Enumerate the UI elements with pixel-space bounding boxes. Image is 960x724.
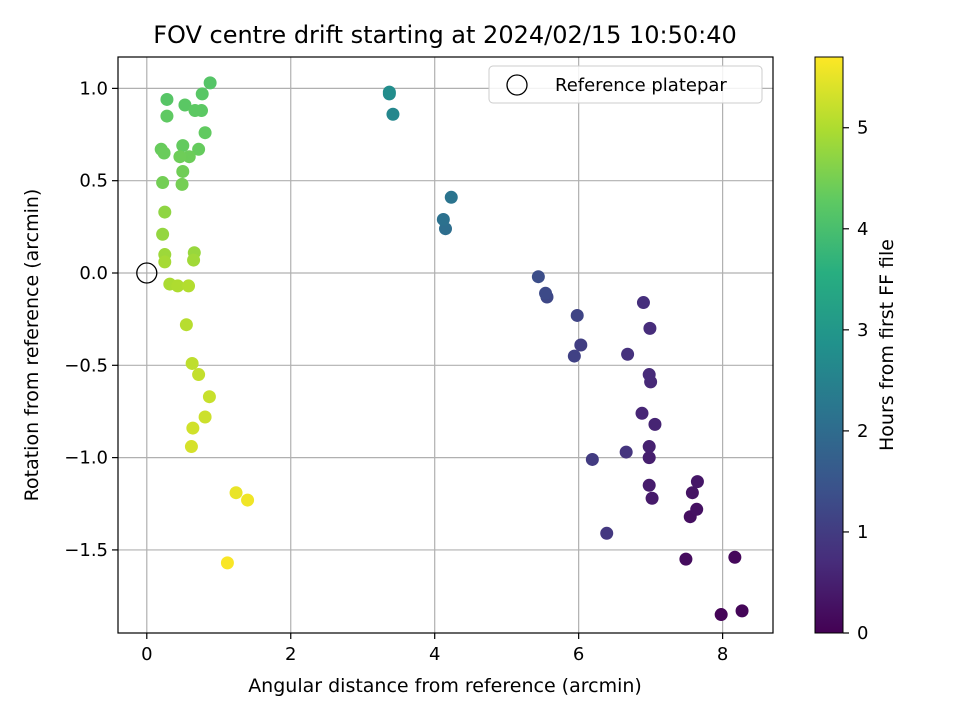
x-tick-label: 2	[285, 644, 296, 665]
data-points	[154, 76, 749, 622]
y-tick-label: 0.0	[79, 263, 108, 284]
data-point	[619, 445, 633, 459]
data-point	[600, 526, 614, 540]
y-tick-label: 1.0	[79, 78, 108, 99]
data-point	[187, 253, 201, 267]
colorbar: 0 1 2 3 4 5 Hours from first FF file	[814, 56, 898, 644]
data-point	[156, 227, 170, 241]
data-point	[539, 286, 553, 300]
data-point	[382, 85, 396, 99]
colorbar-tick-label: 1	[857, 522, 868, 543]
data-point	[186, 421, 200, 435]
data-point	[173, 150, 187, 164]
data-point	[171, 279, 185, 293]
x-tick-label: 8	[717, 644, 728, 665]
data-point	[648, 417, 662, 431]
colorbar-ticks: 0 1 2 3 4 5	[843, 118, 868, 644]
data-point	[567, 349, 581, 363]
legend: Reference platepar	[488, 65, 763, 104]
data-point	[642, 478, 656, 492]
data-point	[158, 205, 172, 219]
x-tick-label: 0	[141, 644, 152, 665]
x-axis-label: Angular distance from reference (arcmin)	[248, 675, 642, 697]
reference-platepar-marker	[136, 262, 158, 284]
data-point	[182, 150, 196, 164]
data-point	[156, 176, 170, 190]
data-point	[585, 452, 599, 466]
data-point	[185, 356, 199, 370]
data-point	[643, 321, 657, 335]
data-point	[220, 556, 234, 570]
y-tick-label: 0.5	[79, 171, 108, 192]
data-point	[176, 164, 190, 178]
data-point	[179, 318, 193, 332]
y-axis-ticks: −1.5 −1.0 −0.5 0.0 0.5 1.0	[64, 78, 118, 561]
colorbar-gradient	[814, 56, 844, 634]
data-point	[160, 109, 174, 123]
data-point	[728, 550, 742, 564]
data-point	[176, 139, 190, 153]
legend-box	[488, 65, 763, 104]
data-point	[635, 406, 649, 420]
data-point	[182, 279, 196, 293]
grid-lines	[118, 57, 773, 633]
data-point	[690, 502, 704, 516]
data-point	[192, 142, 206, 156]
colorbar-tick-label: 3	[857, 320, 868, 341]
data-point	[158, 255, 172, 269]
data-point	[178, 98, 192, 112]
y-axis-label: Rotation from reference (arcmin)	[21, 189, 43, 502]
colorbar-tick-label: 5	[857, 118, 868, 139]
plot-area-frame	[117, 56, 774, 634]
data-point	[642, 440, 656, 454]
y-tick-label: −1.0	[64, 448, 108, 469]
x-axis-ticks: 0 2 4 6 8	[141, 633, 728, 665]
data-point	[621, 347, 635, 361]
data-point	[198, 410, 212, 424]
data-point	[714, 608, 728, 622]
data-point	[636, 296, 650, 310]
data-point	[685, 486, 699, 500]
data-point	[444, 190, 458, 204]
legend-reference-marker	[506, 74, 528, 96]
data-point	[175, 177, 189, 191]
legend-entry-label: Reference platepar	[555, 75, 727, 96]
data-point	[195, 87, 209, 101]
data-point	[160, 92, 174, 106]
data-point	[679, 552, 693, 566]
data-point	[188, 104, 202, 118]
data-point	[531, 270, 545, 284]
colorbar-tick-label: 4	[857, 219, 868, 240]
data-point	[735, 604, 749, 618]
data-point	[436, 212, 450, 226]
data-point	[574, 338, 588, 352]
x-tick-label: 4	[429, 644, 440, 665]
data-point	[241, 493, 255, 507]
data-point	[202, 390, 216, 404]
reference-marker-layer	[136, 262, 158, 284]
data-point	[203, 76, 217, 90]
data-point	[642, 451, 656, 465]
data-point	[690, 475, 704, 489]
data-point	[192, 368, 206, 382]
x-tick-label: 6	[573, 644, 584, 665]
y-tick-label: −1.5	[64, 540, 108, 561]
data-point	[645, 491, 659, 505]
chart-title: FOV centre drift starting at 2024/02/15 …	[153, 21, 737, 49]
data-point	[570, 308, 584, 322]
colorbar-label: Hours from first FF file	[876, 239, 898, 451]
y-tick-label: −0.5	[64, 355, 108, 376]
data-point	[386, 107, 400, 121]
colorbar-tick-label: 2	[857, 421, 868, 442]
data-point	[157, 146, 171, 160]
colorbar-tick-label: 0	[857, 623, 868, 644]
data-point	[229, 486, 243, 500]
data-point	[198, 126, 212, 140]
data-point	[184, 440, 198, 454]
data-point	[642, 368, 656, 382]
